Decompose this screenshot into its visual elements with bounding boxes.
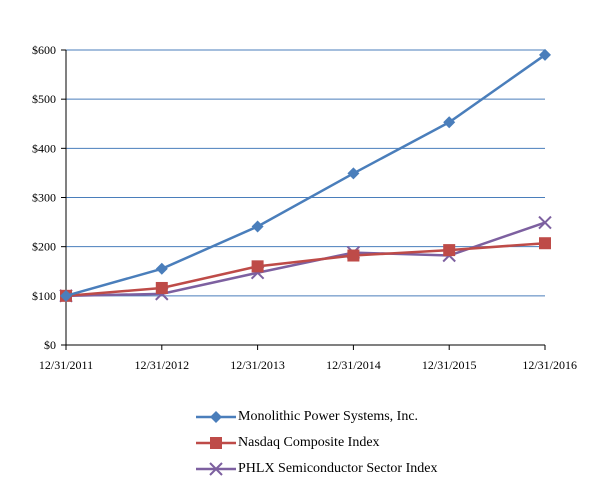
data-point [539,48,551,61]
gridlines [66,49,545,297]
y-tick-label: $300 [32,191,56,205]
series-line [65,221,546,298]
line-chart: $0$100$200$300$400$500$600 12/31/2011 12/… [32,43,577,372]
y-tick-label: $200 [32,240,56,254]
series-monolithic-power-systems-inc- [60,48,551,302]
x-tick-label: 12/31/2012 [134,358,189,372]
legend-item: PHLX Semiconductor Sector Index [196,456,437,482]
chart-legend: Monolithic Power Systems, Inc. Nasdaq Com… [196,404,437,482]
data-point [347,167,360,180]
series-line [65,241,546,298]
legend-item: Nasdaq Composite Index [196,430,437,456]
legend-label: Monolithic Power Systems, Inc. [238,409,419,424]
data-point [443,116,456,129]
y-tick-label: $400 [32,141,56,155]
data-point [347,249,360,262]
data-point [251,260,264,273]
legend-swatch [196,411,236,423]
series-line [65,53,546,298]
legend-label: PHLX Semiconductor Sector Index [238,461,438,476]
data-point [60,289,72,302]
x-tick-label: 12/31/2016 [522,358,577,372]
x-marker-stroke [538,215,552,230]
data-point [155,262,168,275]
x-tick-label: 12/31/2015 [422,358,477,372]
legend-swatch-marker [209,462,223,476]
x-tick-label: 12/31/2014 [326,358,381,372]
legend-item: Monolithic Power Systems, Inc. [196,404,437,430]
legend-swatch [196,462,236,476]
data-point [539,237,551,250]
data-point [538,215,552,230]
data-point [251,220,264,233]
y-tick-label: $500 [32,92,56,106]
data-point [443,244,456,257]
y-tick-label: $600 [32,43,56,57]
series-lines [59,48,552,303]
data-point [155,281,168,294]
legend-swatch-marker [210,437,222,449]
legend-swatch [196,437,236,449]
x-axis-tick-labels: 12/31/2011 12/31/2012 12/31/2013 12/31/2014… [39,358,577,372]
y-tick-label: $0 [44,338,56,352]
x-tick-label: 12/31/2013 [230,358,285,372]
legend-label: Nasdaq Composite Index [238,435,380,450]
y-axis-tick-labels: $0 $100 $200 $300 $400 $500 $600 [32,43,56,352]
legend-swatch-marker [210,411,222,423]
x-marker-stroke [209,462,223,476]
x-tick-label: 12/31/2011 [39,358,93,372]
y-tick-label: $100 [32,289,56,303]
